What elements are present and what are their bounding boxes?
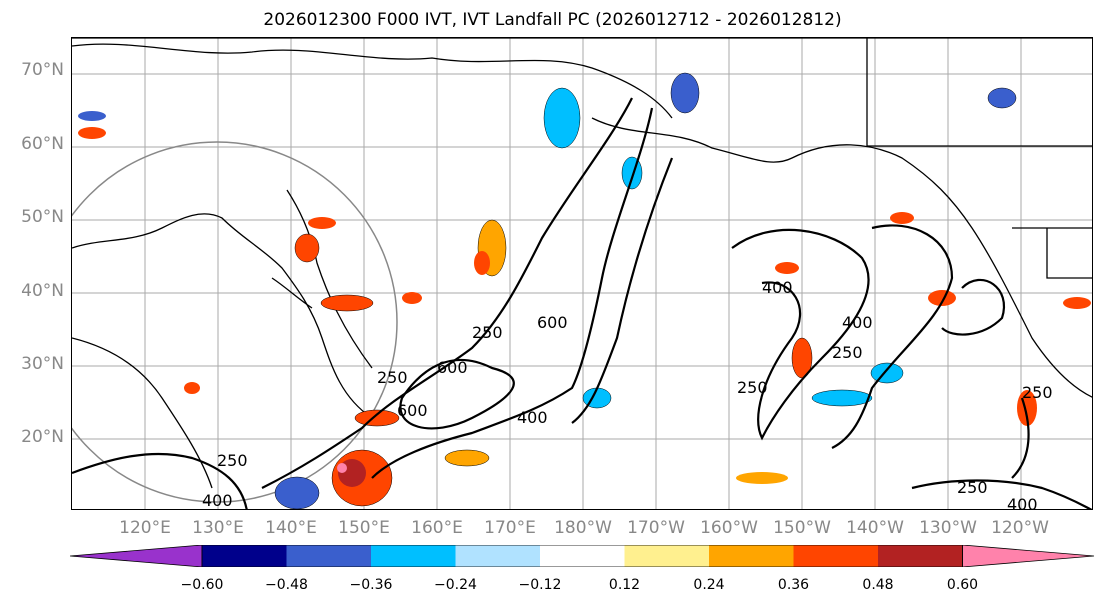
colorbar (70, 545, 1095, 567)
map-title: 2026012300 F000 IVT, IVT Landfall PC (20… (263, 10, 842, 30)
colorbar-tick: −0.60 (180, 577, 224, 593)
colorbar-segment (202, 545, 287, 567)
colorbar-segment (286, 545, 371, 567)
contour-label: 250 (217, 451, 248, 470)
lon-label: 150°W (773, 518, 831, 538)
graticule (72, 38, 1092, 509)
lat-label: 40°N (21, 281, 64, 301)
lat-label: 30°N (21, 354, 64, 374)
lat-label: 50°N (21, 207, 64, 227)
colorbar-extend-right (962, 545, 1095, 567)
contour-label-group: 250 250 250 250 250 250 400 400 400 400 … (202, 278, 1053, 510)
lon-label: 130°E (192, 518, 244, 538)
colorbar-segment (371, 545, 456, 567)
colorbar-tick: 0.24 (693, 577, 725, 593)
colorbar-segment (793, 545, 878, 567)
colorbar-segment (878, 545, 963, 567)
lon-label: 120°W (991, 518, 1049, 538)
colorbar-segment (540, 545, 625, 567)
contour-label: 250 (957, 478, 988, 497)
contour-label: 250 (832, 343, 863, 362)
lon-label: 120°E (119, 518, 171, 538)
lon-label: 160°W (700, 518, 758, 538)
contour-label: 600 (437, 358, 468, 377)
contour-label: 600 (397, 401, 428, 420)
colorbar-extend-left (70, 545, 203, 567)
colorbar-tick: −0.48 (265, 577, 308, 593)
lon-label: 160°E (411, 518, 463, 538)
contour-label: 250 (472, 323, 503, 342)
contour-label: 400 (762, 278, 793, 297)
colorbar-segment (709, 545, 794, 567)
colorbar-tick: 0.48 (862, 577, 894, 593)
lon-label: 140°W (846, 518, 904, 538)
contour-label: 400 (842, 313, 873, 332)
colorbar-tick: 0.60 (946, 577, 979, 593)
colorbar-tick: −0.24 (434, 577, 477, 593)
contour-label: 250 (377, 368, 408, 387)
lat-label: 20°N (21, 427, 64, 447)
contour-label: 400 (517, 408, 548, 427)
contour-label: 600 (537, 313, 568, 332)
contour-label: 400 (1007, 495, 1038, 510)
contour-label: 250 (737, 378, 768, 397)
colorbar-tick: −0.36 (349, 577, 393, 593)
coastlines (72, 38, 1092, 489)
lon-label: 180°W (554, 518, 612, 538)
ivt-shading (78, 72, 1091, 509)
colorbar-tick: 0.36 (777, 577, 810, 593)
colorbar-segment (624, 545, 709, 567)
map-panel[interactable]: 250 250 250 250 250 250 400 400 400 400 … (71, 37, 1093, 510)
lon-label: 170°E (484, 518, 536, 538)
map-canvas: 250 250 250 250 250 250 400 400 400 400 … (72, 38, 1092, 510)
colorbar-tick: 0.12 (608, 577, 641, 593)
lat-label: 60°N (21, 134, 64, 154)
lon-label: 150°E (338, 518, 390, 538)
lon-label: 170°W (627, 518, 685, 538)
colorbar-tick: −0.12 (518, 577, 562, 593)
lon-label: 140°E (265, 518, 317, 538)
contour-label: 400 (202, 491, 233, 510)
contour-label: 250 (1022, 383, 1053, 402)
lon-label: 130°W (919, 518, 977, 538)
radius-ring (72, 141, 398, 503)
lat-label: 70°N (21, 60, 64, 80)
colorbar-segment (455, 545, 540, 567)
ivt-contours (72, 97, 1092, 509)
